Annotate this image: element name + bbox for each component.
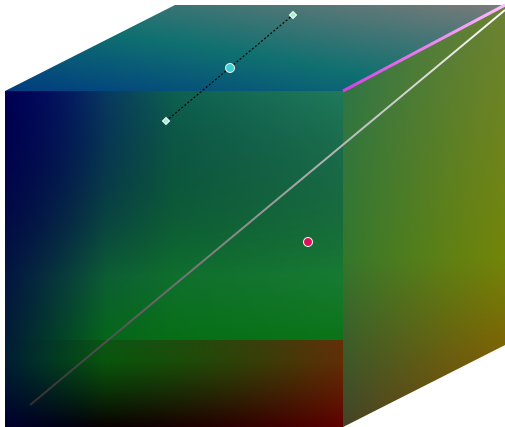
magenta-point[interactable] <box>303 237 313 247</box>
dotted-segment <box>165 14 294 122</box>
cyan-point[interactable] <box>225 63 235 73</box>
front-face-left <box>5 91 343 427</box>
segment-end-handle[interactable] <box>161 116 171 126</box>
gray-diagonal <box>29 9 505 406</box>
top-face <box>5 5 505 91</box>
edge <box>342 3 505 93</box>
segment-end-handle[interactable] <box>288 10 298 20</box>
